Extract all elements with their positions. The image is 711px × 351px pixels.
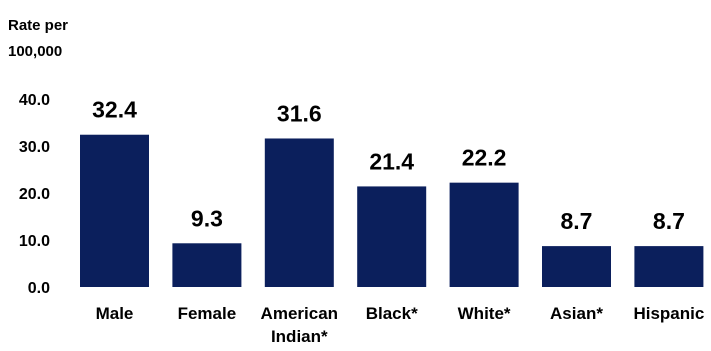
x-tick-label: Indian* [271, 327, 328, 346]
x-tick-label: Hispanic [633, 304, 704, 323]
x-tick-label: Black* [366, 304, 418, 323]
bar [80, 134, 149, 287]
x-tick-label: American [261, 304, 338, 323]
data-labels: 32.4 9.3 31.6 21.4 22.2 8.7 8.7 [92, 97, 685, 234]
data-label: 32.4 [92, 97, 137, 123]
y-tick-label: 20.0 [19, 186, 50, 203]
data-label: 8.7 [653, 208, 685, 234]
bar [357, 186, 427, 287]
y-axis-label: Rate per 100,000 [8, 17, 68, 60]
y-tick-label: 10.0 [19, 233, 50, 250]
bar [172, 243, 242, 287]
data-label: 8.7 [561, 208, 593, 234]
x-tick-label: Asian* [550, 304, 603, 323]
x-tick-label: Male [96, 304, 134, 323]
y-axis-ticks: 0.0 10.0 20.0 30.0 40.0 [19, 92, 50, 297]
bar [634, 246, 704, 287]
data-label: 21.4 [369, 148, 414, 174]
x-tick-label: White* [458, 304, 511, 323]
bars [80, 134, 704, 287]
bar [449, 182, 519, 287]
data-label: 22.2 [462, 145, 507, 171]
y-axis-label-line-2: 100,000 [8, 43, 62, 60]
x-tick-label: Female [178, 304, 237, 323]
y-axis-label-line-1: Rate per [8, 17, 68, 34]
x-axis-ticks: Male Female American Indian* Black* White* Asi… [96, 304, 705, 346]
y-tick-label: 30.0 [19, 139, 50, 156]
data-label: 9.3 [191, 205, 223, 231]
data-label: 31.6 [277, 100, 322, 126]
bar [542, 246, 611, 287]
y-tick-label: 40.0 [19, 92, 50, 109]
y-tick-label: 0.0 [28, 280, 50, 297]
bar [264, 138, 334, 287]
